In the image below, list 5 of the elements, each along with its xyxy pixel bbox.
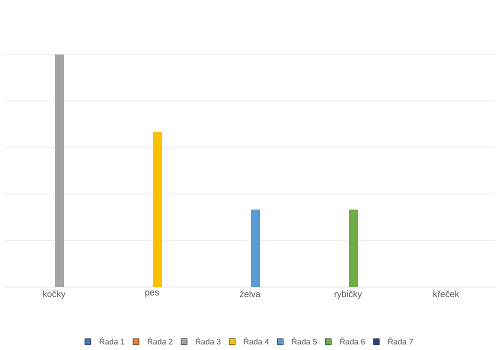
x-tick-label: kočky [43,290,66,299]
x-tick-label: pes [145,290,159,298]
x-tick-label: křeček [433,290,460,298]
x-tick-label: želva [240,290,260,298]
x-tick-label: rybičky [334,290,362,299]
